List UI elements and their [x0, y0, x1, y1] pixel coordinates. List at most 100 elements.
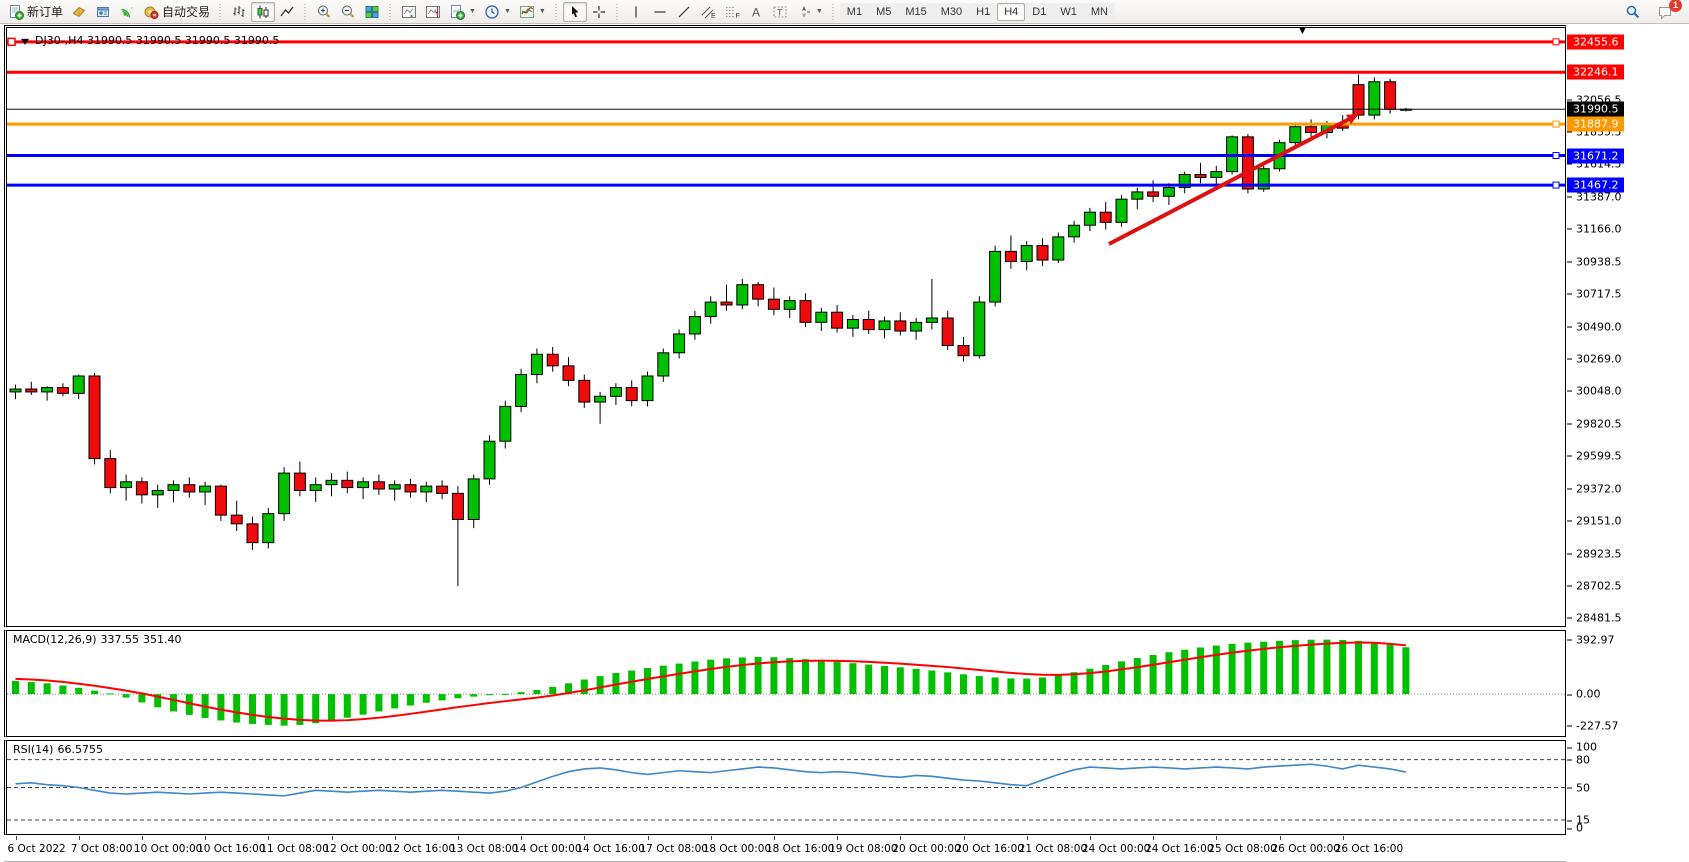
market-watch-button[interactable] [67, 2, 91, 22]
horizontal-line-object[interactable] [7, 181, 1565, 189]
macd-label: MACD(12,26,9) 337.55 351.40 [13, 633, 186, 646]
svg-text:E: E [711, 13, 716, 20]
rsi-name: RSI(14) [13, 743, 54, 756]
arrows-icon [801, 5, 810, 18]
macd-axis-tick: 0.00 [1567, 688, 1601, 701]
price-level-badge: 32246.1 [1567, 64, 1624, 80]
auto-scroll-icon [402, 5, 417, 18]
macd-axis[interactable]: 392.97 0.00 -227.57 [1567, 630, 1689, 737]
zoom-out-button[interactable] [336, 2, 360, 22]
cursor-icon [571, 5, 579, 17]
toolbar-grip [302, 3, 310, 20]
navigator-icon [97, 6, 110, 17]
crosshair-button[interactable] [587, 2, 611, 22]
time-axis-label: 12 Oct 16:00 [386, 843, 456, 855]
clock-icon [485, 4, 499, 19]
auto-scroll-button[interactable] [397, 2, 421, 22]
horizontal-line-object[interactable] [7, 37, 1565, 47]
timeframe-m15-button[interactable]: M15 [898, 2, 934, 21]
candlestick-chart-icon [257, 5, 269, 18]
equidistant-channel-button[interactable]: E [696, 2, 720, 22]
text-label-icon: T [773, 6, 787, 17]
candlestick-chart-button[interactable] [251, 1, 276, 22]
autotrade-button[interactable]: 自动交易 [139, 2, 214, 22]
macd-main-value: 337.55 [100, 633, 140, 646]
timeframe-mn-button[interactable]: MN [1083, 2, 1115, 21]
autotrade-icon [144, 6, 159, 19]
arrows-button[interactable]: ▼ [792, 2, 827, 22]
time-axis-label: 14 Oct 16:00 [576, 843, 645, 855]
vertical-line-button[interactable] [624, 2, 648, 22]
macd-pane[interactable]: MACD(12,26,9) 337.55 351.40 [4, 630, 1566, 737]
price-chart-pane[interactable]: DJ30-,H4 31990.5 31990.5 31990.5 31990.5… [4, 25, 1566, 627]
time-axis-label: 10 Oct 16:00 [197, 843, 266, 855]
horizontal-line-button[interactable] [648, 2, 672, 22]
current-price-badge: 31990.5 [1567, 101, 1624, 117]
dropdown-caret-icon: ▼ [815, 8, 823, 15]
text-button[interactable]: A [744, 2, 768, 22]
dropdown-caret-icon: ▼ [503, 8, 511, 15]
chart-end-marker-icon: ▼ [1299, 26, 1306, 36]
price-axis-tick: 30938.5 [1567, 255, 1622, 268]
timeframe-d1-button[interactable]: D1 [1025, 2, 1054, 21]
svg-text:T: T [777, 7, 783, 17]
line-chart-button[interactable] [275, 2, 299, 22]
navigator-button[interactable] [91, 2, 115, 22]
autotrade-label: 自动交易 [162, 5, 211, 19]
horizontal-line-object[interactable] [7, 152, 1565, 160]
trend-arrow-annotation[interactable] [1108, 114, 1359, 246]
horizontal-line-object[interactable] [7, 120, 1565, 128]
notifications-button[interactable]: 1 [1653, 0, 1682, 22]
rsi-label: RSI(14) 66.5755 [13, 743, 107, 756]
zoom-in-button[interactable] [312, 2, 336, 22]
text-label-button[interactable]: T [768, 2, 792, 22]
signals-button[interactable] [115, 2, 139, 22]
bar-chart-button[interactable] [227, 2, 251, 22]
macd-signal-value: 351.40 [143, 633, 182, 646]
fibonacci-button[interactable]: F [720, 2, 744, 22]
new-chart-button[interactable]: ▼ [445, 2, 480, 22]
rsi-pane[interactable]: RSI(14) 66.5755 [4, 740, 1566, 835]
rsi-axis[interactable]: 100 80 50 15 0 [1567, 740, 1689, 835]
fibonacci-icon: F [725, 6, 740, 20]
new-order-label: 新订单 [27, 5, 64, 19]
time-axis-tick [1089, 836, 1091, 840]
timeframe-w1-button[interactable]: W1 [1053, 2, 1084, 21]
time-axis-label: 24 Oct 16:00 [1145, 843, 1214, 855]
signals-icon [121, 6, 133, 18]
cursor-button[interactable] [562, 1, 587, 22]
search-button[interactable] [1621, 2, 1645, 22]
timeframe-h4-button[interactable]: H4 [997, 2, 1026, 21]
toolbar-grip [552, 3, 560, 20]
rsi-chart-canvas[interactable] [7, 741, 1565, 834]
vertical-line-icon [635, 6, 637, 17]
timeframe-m30-button[interactable]: M30 [933, 2, 970, 21]
time-axis-tick [963, 836, 965, 840]
periods-button[interactable]: ▼ [480, 2, 515, 22]
timeframe-h1-button[interactable]: H1 [969, 2, 998, 21]
new-chart-icon [451, 4, 466, 20]
time-axis-tick [584, 836, 586, 840]
trendline-button[interactable] [672, 2, 696, 22]
time-axis-label: 18 Oct 16:00 [765, 843, 835, 855]
toolbar-grip [387, 3, 395, 20]
chart-shift-button[interactable] [421, 2, 445, 22]
macd-signal-line [15, 641, 1406, 722]
tile-windows-button[interactable] [360, 2, 384, 22]
time-axis[interactable]: 6 Oct 2022 7 Oct 08:00 10 Oct 00:00 10 Oct … [4, 836, 1566, 862]
price-axis-tick: 29372.0 [1567, 482, 1622, 495]
time-axis-tick [15, 836, 17, 840]
new-order-button[interactable]: 新订单 [4, 2, 67, 22]
time-axis-tick [773, 836, 775, 840]
new-order-icon [10, 4, 24, 20]
time-axis-label: 10 Oct 00:00 [133, 843, 203, 855]
macd-chart-canvas[interactable] [7, 631, 1565, 736]
candlestick-chart-canvas[interactable] [7, 28, 1565, 626]
timeframe-m5-button[interactable]: M5 [869, 2, 899, 21]
indicators-button[interactable]: ▼ [515, 2, 550, 22]
price-axis[interactable]: 32056.5 31835.5 31614.5 31387.0 31166.0 30938… [1567, 25, 1689, 627]
rsi-line [15, 763, 1407, 797]
price-axis-tick: 29820.5 [1567, 417, 1622, 430]
chart-title: DJ30-,H4 31990.5 31990.5 31990.5 31990.5 [35, 34, 280, 47]
timeframe-m1-button[interactable]: M1 [839, 2, 870, 21]
